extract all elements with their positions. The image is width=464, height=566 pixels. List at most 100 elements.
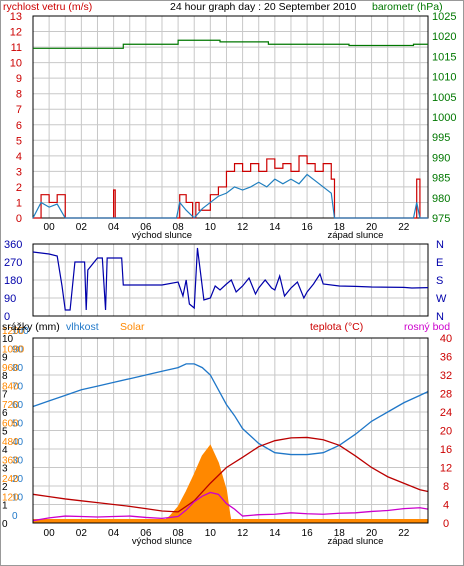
hour-tick-label: 04 bbox=[108, 528, 120, 539]
baro-tick-label: 975 bbox=[432, 213, 450, 225]
plot-frame-top bbox=[32, 337, 429, 524]
wind-barometer-panel: 0123456789101112139759809859909951000100… bbox=[10, 11, 457, 241]
mean-wind-line bbox=[32, 173, 428, 219]
direction-tick-label: 270 bbox=[4, 257, 22, 269]
solar-tick-label: 960 bbox=[2, 363, 19, 374]
temp-tick-label: 0 bbox=[443, 518, 449, 530]
legend-solar: Solar bbox=[120, 321, 145, 333]
humidity-tick-label: 50 bbox=[12, 419, 24, 430]
temp-tick-label: 4 bbox=[443, 500, 449, 512]
legend-dewpoint: rosný bod bbox=[404, 321, 450, 333]
humidity-tick-label: 90 bbox=[12, 345, 24, 356]
temp-tick-label: 36 bbox=[440, 352, 452, 364]
rain-tick-label: 2 bbox=[2, 482, 8, 493]
hour-tick-label: 10 bbox=[205, 528, 217, 539]
sunrise-label: východ slunce bbox=[132, 230, 192, 241]
baro-tick-label: 1025 bbox=[432, 11, 456, 23]
sunrise-label: východ slunce bbox=[132, 536, 192, 547]
temperature-line bbox=[32, 436, 429, 513]
sunset-label: západ slunce bbox=[327, 230, 383, 241]
hour-tick-label: 14 bbox=[269, 222, 281, 233]
wind-gust-line bbox=[33, 155, 428, 219]
plot-frame bbox=[32, 243, 429, 317]
temp-tick-label: 40 bbox=[440, 333, 452, 345]
hour-tick-label: 10 bbox=[205, 222, 217, 233]
compass-tick-label: N bbox=[436, 311, 444, 323]
dewpoint-line bbox=[32, 491, 429, 522]
hour-tick-label: 22 bbox=[398, 222, 410, 233]
chart-title: 24 hour graph day : 20 September 2010 bbox=[170, 1, 356, 13]
wind-tick-label: 1 bbox=[16, 197, 22, 209]
hour-tick-label: 22 bbox=[398, 528, 410, 539]
humidity-tick-label: 60 bbox=[12, 400, 24, 411]
direction-tick-label: 360 bbox=[4, 239, 22, 251]
rain-tick-label: 1 bbox=[2, 501, 8, 512]
solar-tick-label: 1200 bbox=[2, 326, 25, 337]
baro-tick-label: 1005 bbox=[432, 92, 456, 104]
compass-tick-label: S bbox=[436, 275, 443, 287]
wind-tick-label: 7 bbox=[16, 104, 22, 116]
solar-tick-label: 120 bbox=[2, 493, 19, 504]
solar-tick-label: 360 bbox=[2, 456, 19, 467]
temp-tick-label: 32 bbox=[440, 370, 452, 382]
wind-direction-line bbox=[32, 247, 429, 311]
rain-tick-label: 3 bbox=[2, 464, 8, 475]
humidity-tick-label: 80 bbox=[12, 363, 24, 374]
humidity-tick-label: 70 bbox=[12, 382, 24, 393]
hour-tick-label: 02 bbox=[76, 528, 88, 539]
baro-tick-label: 1020 bbox=[432, 31, 456, 43]
hour-tick-label: 00 bbox=[44, 528, 56, 539]
wind-tick-label: 9 bbox=[16, 73, 22, 85]
hour-tick-label: 20 bbox=[366, 528, 378, 539]
hour-tick-label: 12 bbox=[237, 222, 249, 233]
compass-tick-label: N bbox=[436, 239, 444, 251]
hour-tick-label: 16 bbox=[302, 528, 314, 539]
direction-tick-label: 180 bbox=[4, 275, 22, 287]
hour-tick-label: 08 bbox=[173, 528, 185, 539]
wind-tick-label: 3 bbox=[16, 166, 22, 178]
rain-tick-label: 5 bbox=[2, 427, 8, 438]
rain-tick-label: 0 bbox=[2, 519, 8, 530]
humidity-tick-label: 100 bbox=[12, 326, 29, 337]
rain-tick-label: 10 bbox=[2, 334, 14, 345]
temp-tick-label: 16 bbox=[440, 444, 452, 456]
barometer-axis-label: barometr (hPa) bbox=[372, 1, 443, 13]
rain-tick-label: 4 bbox=[2, 445, 8, 456]
sunset-label: západ slunce bbox=[327, 536, 383, 547]
hour-tick-label: 06 bbox=[140, 222, 152, 233]
compass-tick-label: W bbox=[436, 293, 447, 305]
solar-tick-label: 1080 bbox=[2, 345, 25, 356]
rain-humidity-temp-panel: 0011012022024033036044048055060066072077… bbox=[2, 326, 452, 547]
temp-tick-label: 8 bbox=[443, 481, 449, 493]
hour-tick-label: 04 bbox=[108, 222, 120, 233]
legend-humidity: vlhkost bbox=[66, 321, 99, 333]
humidity-line bbox=[32, 363, 429, 456]
temp-tick-label: 12 bbox=[440, 463, 452, 475]
rain-tick-label: 6 bbox=[2, 408, 8, 419]
solar-area bbox=[160, 444, 232, 524]
temp-tick-label: 28 bbox=[440, 389, 452, 401]
barometer-line bbox=[33, 39, 428, 49]
wind-tick-label: 5 bbox=[16, 135, 22, 147]
legend-rain: srážky (mm) bbox=[2, 321, 60, 333]
hour-tick-label: 16 bbox=[302, 222, 314, 233]
wind-tick-label: 13 bbox=[10, 11, 22, 23]
rain-baseline-bar bbox=[33, 519, 169, 523]
wind-tick-label: 0 bbox=[16, 213, 22, 225]
rain-tick-label: 8 bbox=[2, 371, 8, 382]
baro-tick-label: 980 bbox=[432, 193, 450, 205]
baro-tick-label: 1000 bbox=[432, 112, 456, 124]
hour-tick-label: 06 bbox=[140, 528, 152, 539]
wind-tick-label: 2 bbox=[16, 182, 22, 194]
solar-tick-label: 600 bbox=[2, 419, 19, 430]
wind-tick-label: 11 bbox=[11, 42, 22, 54]
hour-tick-label: 02 bbox=[76, 222, 88, 233]
wind-tick-label: 12 bbox=[10, 27, 22, 39]
wind-tick-label: 8 bbox=[16, 89, 22, 101]
solar-tick-label: 840 bbox=[2, 382, 19, 393]
hour-tick-label: 18 bbox=[334, 222, 346, 233]
hour-tick-label: 00 bbox=[44, 222, 56, 233]
wind-tick-label: 10 bbox=[10, 58, 22, 70]
